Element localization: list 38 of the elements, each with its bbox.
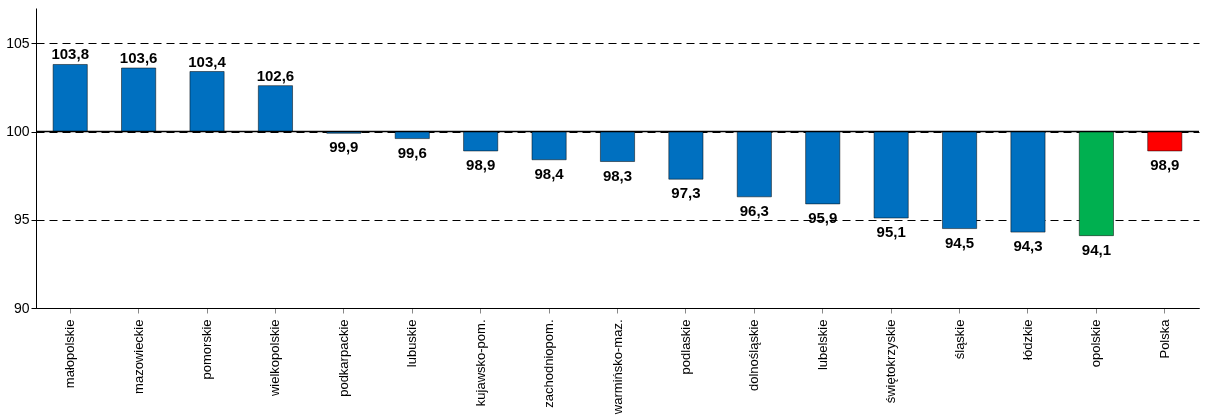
- x-tick-label: świętokrzyskie: [883, 319, 899, 404]
- data-label: 94,3: [1013, 237, 1043, 255]
- data-label: 103,8: [51, 45, 89, 63]
- y-tick-label: 95: [13, 211, 30, 228]
- data-label: 98,9: [466, 155, 496, 173]
- data-label: 98,9: [1150, 155, 1180, 173]
- data-label: 98,3: [602, 166, 633, 184]
- x-tick-label: lubuskie: [404, 319, 420, 368]
- x-tick-label: Polska: [1156, 318, 1172, 359]
- x-tick-label: zachodniopom.: [541, 319, 557, 408]
- data-label: 102,6: [256, 66, 295, 84]
- data-label: 99,9: [329, 138, 359, 156]
- data-label: 96,3: [739, 201, 769, 219]
- x-tick-label: lubelskie: [814, 319, 830, 371]
- x-tick-label: śląskie: [951, 319, 967, 360]
- data-label: 94,5: [944, 233, 975, 251]
- x-tick-label: łódzkie: [1019, 319, 1035, 360]
- x-tick-label: dolnośląskie: [746, 319, 762, 392]
- x-tick-label: podlaskie: [677, 319, 693, 375]
- x-tick-label: podkarpackie: [335, 319, 351, 397]
- x-tick-label: wielkopolskie: [267, 319, 283, 398]
- data-label: 98,4: [534, 164, 565, 182]
- x-tick-label: pomorskie: [199, 319, 215, 380]
- data-label: 95,9: [808, 208, 838, 226]
- y-tick-label: 90: [13, 299, 30, 316]
- data-label: 94,1: [1081, 240, 1111, 258]
- data-label: 97,3: [671, 184, 701, 202]
- x-tick-label: kujawsko-pom.: [472, 319, 488, 407]
- x-tick-label: opolskie: [1088, 319, 1104, 368]
- data-label: 99,6: [397, 143, 427, 161]
- y-tick-label: 100: [6, 123, 30, 140]
- x-tick-label: mazowieckie: [130, 319, 146, 394]
- y-tick-label: 105: [6, 34, 30, 51]
- data-label: 103,6: [119, 49, 158, 66]
- x-tick-label: warmińsko-maz.: [609, 319, 625, 416]
- data-label: 103,4: [188, 52, 227, 70]
- x-tick-label: małopolskie: [62, 319, 78, 389]
- data-label: 95,1: [876, 223, 906, 240]
